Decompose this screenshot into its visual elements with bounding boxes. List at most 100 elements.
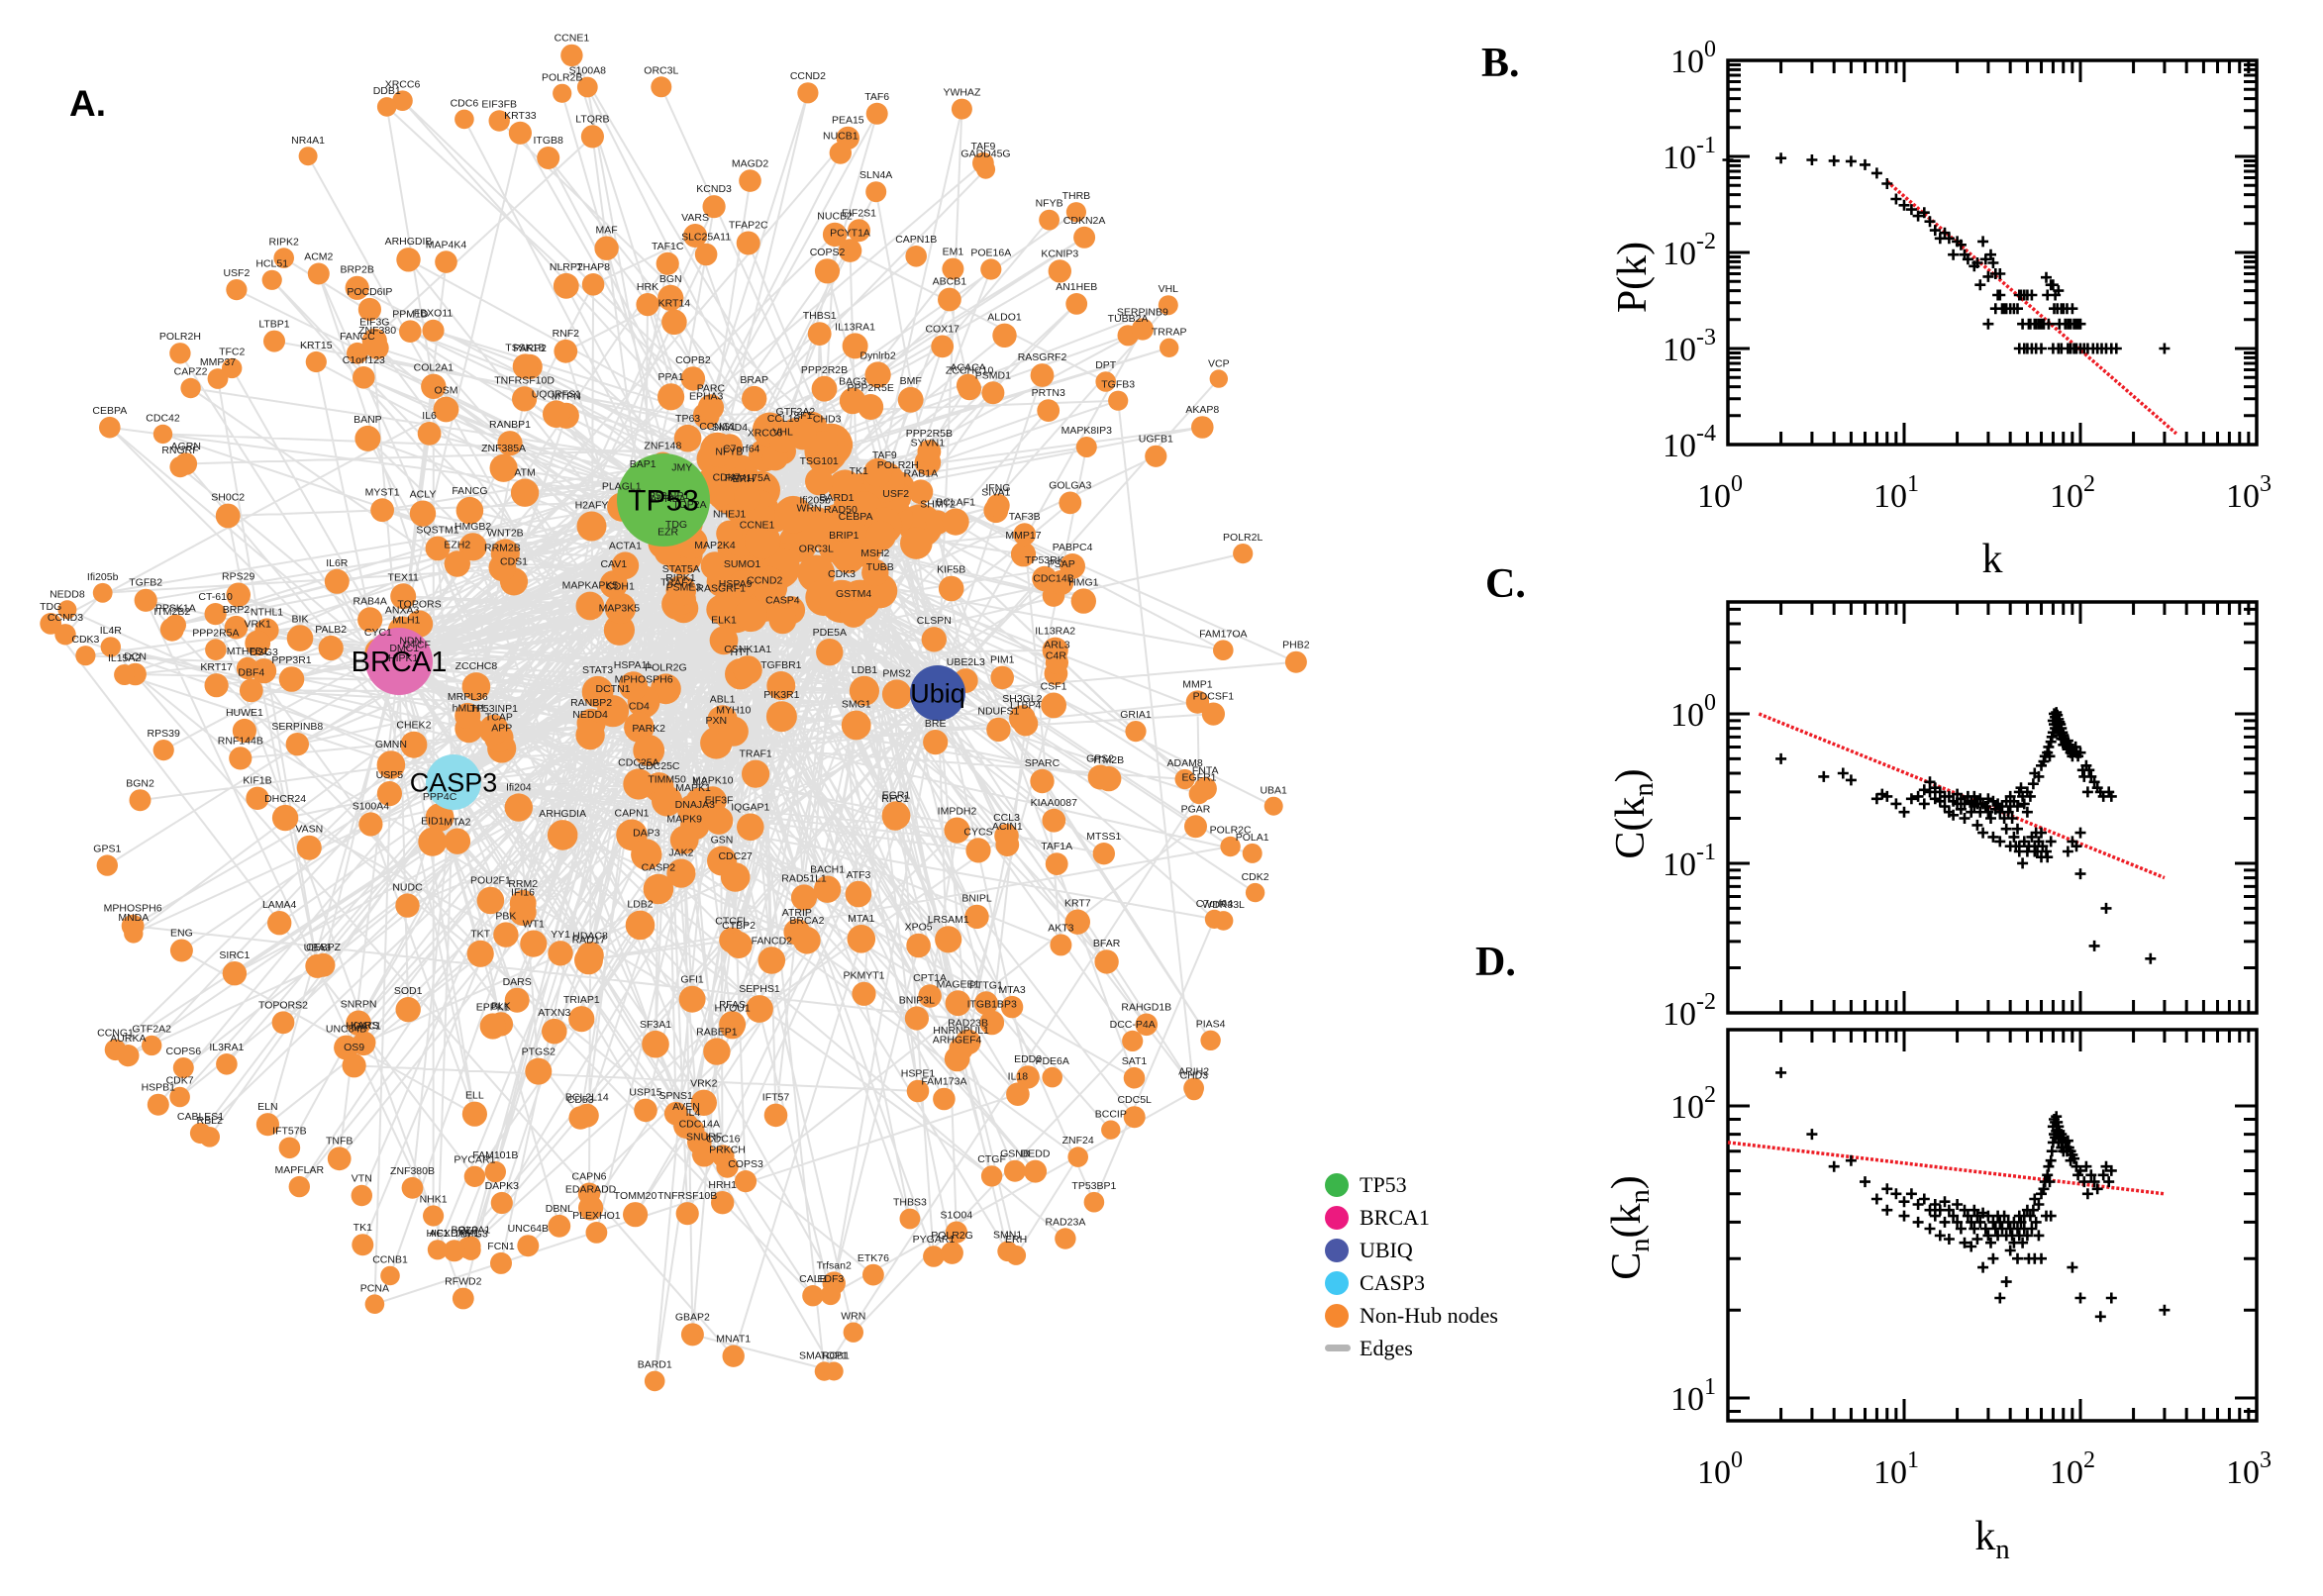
gene-node xyxy=(271,804,299,832)
gene-label: NR4A1 xyxy=(291,135,325,147)
gene-label: PGAR xyxy=(1181,803,1211,815)
hub-label-tp53: TP53 xyxy=(628,485,699,518)
gene-label: AURKA xyxy=(110,1033,146,1045)
gene-label: TAF1A xyxy=(1041,841,1072,852)
gene-label: NLRP2 xyxy=(550,261,583,273)
gene-label: ADAM8 xyxy=(1167,757,1203,769)
gene-label: KIF1B xyxy=(243,775,271,787)
gene-label: PPP2R2B xyxy=(801,364,848,376)
gene-label: PRKCH xyxy=(709,1144,746,1155)
legend-label: TP53 xyxy=(1360,1171,1407,1197)
gene-label: VTN xyxy=(352,1173,372,1185)
gene-node xyxy=(881,679,912,709)
gene-label: DDB1 xyxy=(373,85,401,97)
gene-node xyxy=(683,224,708,248)
gene-label: PARC xyxy=(697,382,726,394)
gene-label: BIK xyxy=(292,613,309,625)
gene-node xyxy=(226,582,251,608)
gene-label: CEBPA xyxy=(839,511,873,523)
gene-node xyxy=(1174,768,1195,790)
gene-node xyxy=(1135,1013,1159,1037)
gene-node xyxy=(1160,338,1179,357)
gene-label: RAHGD1B xyxy=(1121,1002,1171,1014)
gene-label: RANBP2 xyxy=(570,697,612,709)
gene-label: MAGD2 xyxy=(732,157,769,169)
gene-node xyxy=(104,1039,127,1061)
gene-node xyxy=(454,702,481,730)
gene-node xyxy=(665,575,697,606)
gene-label: IL2 xyxy=(693,776,708,788)
gene-label: IMPDH2 xyxy=(938,806,977,818)
gene-node xyxy=(938,575,964,602)
gene-label: RAD23A xyxy=(1045,1216,1085,1228)
gene-label: UQCRFS1 xyxy=(532,388,581,400)
gene-label: SLC25A11 xyxy=(681,232,731,244)
gene-label: RASGRF1 xyxy=(696,583,746,595)
gene-label: IFT57B xyxy=(272,1126,306,1138)
gene-label: MTA3 xyxy=(998,984,1025,996)
gene-node xyxy=(476,886,505,915)
hub-node-ubiq xyxy=(910,665,965,721)
gene-label: TRAF2 xyxy=(660,577,693,589)
gene-node xyxy=(298,147,318,166)
gene-label: SMARCB1 xyxy=(799,1349,850,1361)
gene-node xyxy=(651,76,672,98)
gene-label: TAF9 xyxy=(872,449,897,461)
axis-ticks xyxy=(1726,602,2259,1015)
gene-node xyxy=(862,1263,884,1286)
gene-label: ENG xyxy=(170,928,193,940)
gene-label: GSN xyxy=(711,835,734,847)
gene-label: TAF6 xyxy=(864,91,889,103)
gene-node xyxy=(421,373,447,399)
gene-node xyxy=(568,1106,592,1130)
gene-label: AVEN xyxy=(672,1101,700,1113)
gene-label: DHCR24 xyxy=(264,793,306,805)
gene-node xyxy=(525,1057,553,1085)
gene-node xyxy=(702,195,726,219)
gene-node xyxy=(678,985,706,1013)
gene-node xyxy=(830,541,858,569)
gene-label: CD4 xyxy=(629,700,650,712)
gene-node xyxy=(848,219,870,243)
gene-label: MTSS1 xyxy=(1086,831,1121,843)
gene-node xyxy=(1233,544,1254,564)
gene-label: TCAP xyxy=(485,712,513,724)
gene-label: ABL1 xyxy=(710,693,736,705)
gene-node xyxy=(992,323,1017,348)
gene-label: CDC25A xyxy=(618,756,658,768)
gene-node xyxy=(1200,1030,1221,1051)
gene-label: PYGAR1 xyxy=(913,1234,956,1246)
gene-label: TK1 xyxy=(850,465,868,477)
gene-node xyxy=(938,287,961,312)
gene-node xyxy=(763,1103,788,1128)
gene-node xyxy=(1158,295,1178,316)
gene-label: HSPA1L xyxy=(614,659,654,671)
gene-label: Ifi204 xyxy=(506,781,532,793)
gene-label: POLA1 xyxy=(1236,832,1269,844)
gene-label: RNF2 xyxy=(553,328,580,340)
gene-label: ZCCHC8 xyxy=(455,660,498,672)
gene-label: BGN2 xyxy=(126,777,154,789)
gene-label: HIF1 xyxy=(427,1228,450,1240)
gene-label: DNAJA3 xyxy=(675,799,715,811)
gene-node xyxy=(905,245,927,267)
gene-label: POLR2G xyxy=(645,661,687,673)
gene-label: CPT1A xyxy=(913,972,947,984)
node-swatch-icon xyxy=(1325,1270,1349,1295)
gene-node xyxy=(661,309,687,336)
gene-label: APP xyxy=(491,722,512,734)
gene-label: TUBB2A xyxy=(1108,313,1149,325)
gene-label: BLK xyxy=(491,1000,511,1012)
gene-label: TOP2A xyxy=(672,499,706,511)
tick-label: 10-1 xyxy=(1663,840,1716,883)
gene-node xyxy=(568,1006,595,1033)
gene-label: RNGRF xyxy=(161,445,198,456)
gene-label: ORC3L xyxy=(644,64,678,76)
gene-label: FCN1 xyxy=(487,1241,515,1252)
gene-node xyxy=(508,121,533,145)
gene-node xyxy=(742,385,767,412)
gene-label: RANBP1 xyxy=(489,419,531,431)
gene-node xyxy=(807,322,832,346)
gene-labels: POLR2GMPHOSPH6ORC3LTK1Ifi205bC7orf64USF2… xyxy=(40,33,1310,1371)
